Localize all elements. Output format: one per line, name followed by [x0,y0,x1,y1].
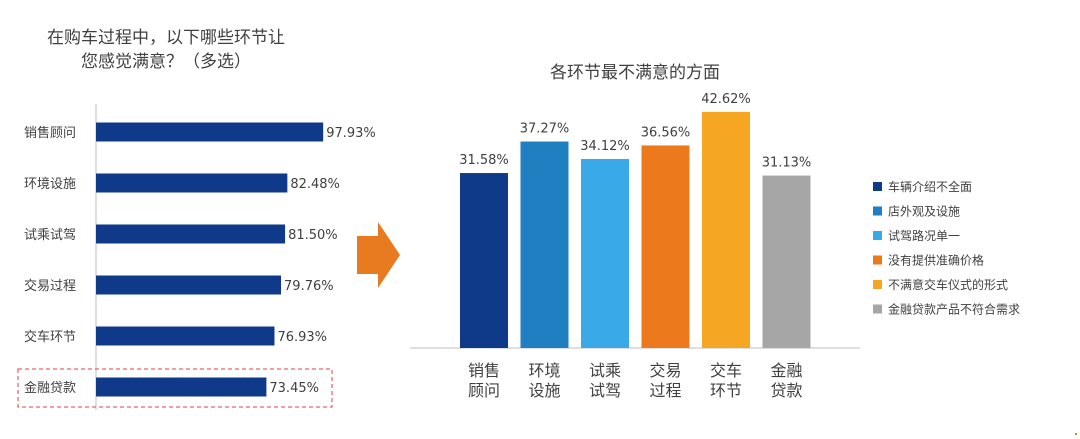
left-bar [96,173,288,193]
left-bar [96,377,267,397]
decorative-dot [1075,433,1077,435]
legend-label: 不满意交车仪式的形式 [888,277,1008,292]
left-bar [96,122,324,142]
left-value-label: 82.48% [290,177,340,192]
right-value-label: 34.12% [580,139,630,154]
right-value-label: 42.62% [701,92,751,107]
left-category-label: 交车环节 [24,329,76,345]
right-category-label: 金融 [770,361,802,380]
left-chart-title: 在购车过程中，以下哪些环节让 您感觉满意？（多选） [16,26,316,74]
left-value-label: 73.45% [269,381,319,396]
right-bar [460,173,508,348]
legend-swatch [873,304,882,314]
legend-swatch [873,206,882,216]
right-value-label: 36.56% [641,125,691,140]
left-bar [96,326,275,346]
right-category-label: 试驾 [589,381,621,400]
right-bar [702,111,750,349]
left-category-label: 金融贷款 [24,380,76,396]
arrow-icon [357,222,400,288]
right-category-label: 交易 [649,361,681,380]
left-value-label: 81.50% [288,228,338,243]
right-chart-title: 各环节最不满意的方面 [550,63,720,83]
legend-label: 店外观及设施 [888,205,960,219]
left-title-line2: 您感觉满意？（多选） [81,52,251,72]
right-value-label: 37.27% [520,122,570,137]
right-category-label: 交车 [710,361,742,380]
right-category-label: 试乘 [589,361,621,380]
left-category-label: 交易过程 [24,278,76,294]
legend-swatch [873,280,882,289]
right-category-label: 过程 [649,381,681,400]
right-category-label: 设施 [528,381,560,400]
right-value-label: 31.58% [459,153,509,168]
legend-label: 没有提供准确价格 [888,253,984,268]
right-category-label: 贷款 [770,381,802,400]
right-bar [520,141,569,348]
left-value-label: 97.93% [326,126,376,141]
right-value-label: 31.13% [762,156,812,171]
left-category-label: 试乘试驾 [24,228,76,243]
legend-label: 车辆介绍不全面 [888,179,972,194]
left-value-label: 76.93% [277,330,327,345]
left-bar [96,275,282,295]
left-title-line1: 在购车过程中，以下哪些环节让 [47,28,285,48]
right-bar [581,158,629,348]
legend-label: 金融贷款产品不符合需求 [888,302,1020,317]
highlight-box [17,368,333,408]
right-category-label: 顾问 [468,381,500,400]
left-value-label: 79.76% [284,279,334,294]
left-category-label: 环境设施 [24,177,76,192]
right-bar [762,175,811,348]
legend-label: 试驾路况单一 [888,228,960,243]
right-category-label: 环境 [528,361,560,380]
right-category-label: 销售 [468,361,500,380]
left-bar [96,224,286,244]
legend-swatch [873,255,882,265]
legend-swatch [873,182,882,191]
right-bar [641,145,690,348]
right-category-label: 环节 [710,381,742,400]
legend-swatch [873,231,882,240]
left-category-label: 销售顾问 [24,125,76,141]
